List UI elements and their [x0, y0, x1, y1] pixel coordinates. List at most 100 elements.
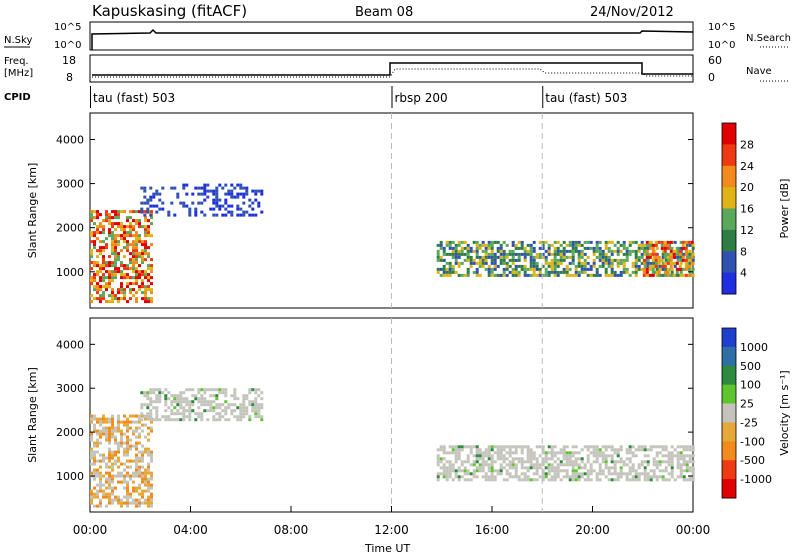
heatmap-cell	[111, 231, 114, 235]
heatmap-cell	[102, 429, 105, 433]
heatmap-cell	[144, 489, 147, 493]
heatmap-cell	[144, 300, 147, 304]
heatmap-cell	[99, 471, 102, 475]
heatmap-cell	[532, 270, 536, 274]
heatmap-cell	[117, 417, 120, 421]
heatmap-cell	[616, 454, 620, 458]
heatmap-cell	[117, 288, 120, 292]
heatmap-cell	[126, 225, 129, 229]
heatmap-cell	[562, 445, 566, 449]
heatmap-cell	[144, 228, 147, 232]
heatmap-cell	[556, 264, 560, 268]
heatmap-cell	[604, 273, 608, 277]
heatmap-cell	[147, 432, 150, 436]
heatmap-cell	[604, 475, 608, 479]
heatmap-cell	[230, 412, 234, 416]
colorbar-segment	[722, 123, 736, 145]
heatmap-cell	[583, 270, 587, 274]
heatmap-cell	[478, 469, 482, 473]
heatmap-cell	[490, 273, 494, 277]
heatmap-cell	[179, 412, 183, 416]
heatmap-cell	[158, 192, 162, 196]
heatmap-cell	[652, 255, 656, 259]
heatmap-cell	[144, 285, 147, 289]
heatmap-cell	[251, 201, 255, 205]
heatmap-cell	[607, 255, 611, 259]
heatmap-cell	[90, 432, 93, 436]
heatmap-cell	[663, 252, 667, 256]
heatmap-cell	[493, 264, 497, 268]
heatmap-cell	[114, 498, 117, 502]
heatmap-cell	[517, 258, 521, 262]
heatmap-cell	[123, 273, 126, 277]
heatmap-cell	[114, 249, 117, 253]
heatmap-cell	[176, 418, 180, 422]
heatmap-cell	[138, 255, 141, 259]
heatmap-cell	[679, 472, 683, 476]
heatmap-cell	[553, 255, 557, 259]
heatmap-cell	[114, 252, 117, 256]
heatmap-cell	[114, 267, 117, 271]
heatmap-cell	[144, 270, 147, 274]
heatmap-cell	[155, 400, 159, 404]
heatmap-cell	[105, 213, 108, 217]
heatmap-cell	[523, 258, 527, 262]
heatmap-cell	[179, 400, 183, 404]
heatmap-cell	[147, 453, 150, 457]
heatmap-cell	[535, 460, 539, 464]
heatmap-cell	[511, 460, 515, 464]
heatmap-cell	[532, 258, 536, 262]
heatmap-cell	[634, 252, 638, 256]
heatmap-cell	[586, 469, 590, 473]
heatmap-cell	[508, 445, 512, 449]
heatmap-cell	[212, 406, 216, 410]
heatmap-cell	[595, 472, 599, 476]
heatmap-cell	[496, 255, 500, 259]
heatmap-cell	[123, 237, 126, 241]
heatmap-cell	[185, 183, 189, 187]
heatmap-cell	[140, 207, 144, 211]
heatmap-cell	[514, 243, 518, 247]
heatmap-cell	[568, 261, 572, 265]
heatmap-cell	[248, 391, 252, 395]
heatmap-cell	[132, 501, 135, 505]
heatmap-cell	[645, 249, 649, 253]
heatmap-cell	[209, 394, 213, 398]
heatmap-cell	[673, 454, 677, 458]
heatmap-cell	[553, 451, 557, 455]
heatmap-cell	[245, 192, 249, 196]
heatmap-cell	[102, 474, 105, 478]
heatmap-cell	[460, 261, 464, 265]
heatmap-cell	[645, 240, 649, 244]
heatmap-cell	[532, 273, 536, 277]
heatmap-cell	[93, 273, 96, 277]
heatmap-cell	[625, 448, 629, 452]
heatmap-cell	[565, 267, 569, 271]
heatmap-cell	[215, 201, 219, 205]
heatmap-cell	[105, 477, 108, 481]
heatmap-cell	[646, 448, 650, 452]
heatmap-cell	[634, 255, 638, 259]
heatmap-cell	[661, 460, 665, 464]
heatmap-cell	[571, 460, 575, 464]
heatmap-cell	[681, 246, 685, 250]
heatmap-cell	[478, 255, 482, 259]
heatmap-cell	[604, 463, 608, 467]
heatmap-cell	[571, 466, 575, 470]
heatmap-cell	[135, 435, 138, 439]
heatmap-cell	[679, 246, 683, 250]
heatmap-cell	[233, 397, 237, 401]
heatmap-cell	[655, 463, 659, 467]
heatmap-cell	[90, 282, 93, 286]
heatmap-cell	[568, 460, 572, 464]
heatmap-cell	[622, 258, 626, 262]
heatmap-cell	[140, 201, 144, 205]
heatmap-cell	[610, 249, 614, 253]
heatmap-cell	[224, 192, 228, 196]
heatmap-cell	[105, 288, 108, 292]
heatmap-cell	[682, 454, 686, 458]
heatmap-cell	[135, 297, 138, 301]
heatmap-cell	[144, 240, 147, 244]
heatmap-cell	[508, 451, 512, 455]
heatmap-cell	[478, 448, 482, 452]
